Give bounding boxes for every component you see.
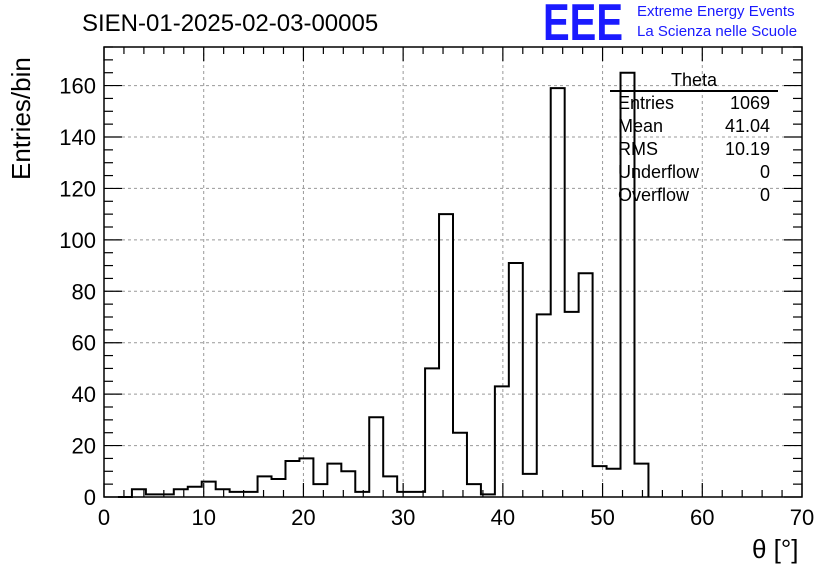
histogram-bin bbox=[579, 273, 593, 497]
y-axis-label: Entries/bin bbox=[6, 57, 36, 180]
histogram-bin bbox=[383, 476, 397, 497]
logo-tagline-1: Extreme Energy Events bbox=[637, 3, 795, 20]
stats-title: Theta bbox=[670, 70, 718, 90]
histogram-bin bbox=[230, 492, 244, 497]
histogram-bin bbox=[509, 263, 523, 497]
histogram-bin bbox=[355, 492, 369, 497]
histogram-bin bbox=[299, 458, 313, 497]
x-tick-label: 0 bbox=[98, 505, 110, 530]
histogram-bin bbox=[634, 464, 648, 497]
histogram-bin bbox=[523, 474, 537, 497]
eee-logo: EEE bbox=[543, 0, 623, 44]
histogram-bin bbox=[369, 417, 383, 497]
histogram-bin bbox=[551, 88, 565, 497]
x-tick-label: 40 bbox=[491, 505, 515, 530]
y-tick-label: 80 bbox=[72, 279, 96, 304]
stats-separator bbox=[610, 90, 778, 92]
histogram-bin bbox=[327, 464, 341, 497]
stats-row-overflow: Overflow 0 bbox=[618, 185, 770, 207]
y-tick-label: 120 bbox=[59, 176, 96, 201]
y-tick-label: 40 bbox=[72, 382, 96, 407]
histogram-bin bbox=[467, 484, 481, 497]
x-tick-label: 10 bbox=[191, 505, 215, 530]
histogram-bin bbox=[397, 492, 411, 497]
x-tick-label: 30 bbox=[391, 505, 415, 530]
logo-tagline-2: La Scienza nelle Scuole bbox=[637, 23, 798, 40]
x-tick-label: 70 bbox=[790, 505, 814, 530]
x-tick-label: 50 bbox=[590, 505, 614, 530]
histogram-bin bbox=[313, 484, 327, 497]
axis-ticks bbox=[103, 46, 803, 498]
stats-label: Underflow bbox=[618, 162, 700, 182]
histogram-bin bbox=[453, 433, 467, 497]
stats-value: 1069 bbox=[729, 93, 770, 113]
x-tick-label: 20 bbox=[291, 505, 315, 530]
stats-row-mean: Mean 41.04 bbox=[618, 116, 770, 138]
histogram-bin bbox=[216, 489, 230, 497]
stats-value: 41.04 bbox=[724, 116, 770, 136]
histogram-bin bbox=[537, 314, 551, 497]
y-tick-label: 140 bbox=[59, 125, 96, 150]
histogram-bin bbox=[425, 368, 439, 497]
stats-value: 10.19 bbox=[724, 139, 770, 159]
stats-label: RMS bbox=[618, 139, 658, 159]
plot-frame bbox=[103, 46, 803, 498]
histogram-bin bbox=[258, 476, 272, 497]
histogram-bin bbox=[285, 461, 299, 497]
histogram-bin bbox=[565, 312, 579, 497]
chart-title: SIEN-01-2025-02-03-00005 bbox=[82, 10, 379, 37]
stats-label: Mean bbox=[618, 116, 664, 136]
x-axis-label: θ [°] bbox=[752, 534, 799, 564]
histogram-bin bbox=[495, 386, 509, 497]
stats-row-rms: RMS 10.19 bbox=[618, 139, 770, 161]
histogram-bin bbox=[439, 214, 453, 497]
stats-row-entries: Entries 1069 bbox=[618, 93, 770, 115]
y-tick-label: 20 bbox=[72, 434, 96, 459]
stats-row-underflow: Underflow 0 bbox=[618, 162, 770, 184]
y-tick-label: 160 bbox=[59, 74, 96, 99]
stats-label: Entries bbox=[618, 93, 675, 113]
y-tick-label: 60 bbox=[72, 331, 96, 356]
stats-label: Overflow bbox=[618, 185, 690, 205]
histogram-bin bbox=[244, 492, 258, 497]
histogram-bin bbox=[174, 489, 188, 497]
logo-mark: EEE bbox=[543, 0, 623, 44]
y-tick-label: 0 bbox=[84, 485, 96, 510]
histogram-bin bbox=[593, 466, 607, 497]
tick-labels: 0 10 20 30 40 50 60 70 0 20 40 60 80 100 120 140 160 bbox=[59, 74, 814, 530]
histogram-bin bbox=[188, 487, 202, 497]
y-tick-label: 100 bbox=[59, 228, 96, 253]
histogram bbox=[117, 71, 650, 498]
stats-value: 0 bbox=[759, 185, 770, 205]
stats-value: 0 bbox=[759, 162, 770, 182]
histogram-outline bbox=[117, 71, 650, 498]
x-tick-label: 60 bbox=[690, 505, 714, 530]
stats-box: Theta Entries 1069 Mean 41.04 RMS 10.19 … bbox=[610, 70, 778, 210]
histogram-bin bbox=[607, 469, 621, 497]
